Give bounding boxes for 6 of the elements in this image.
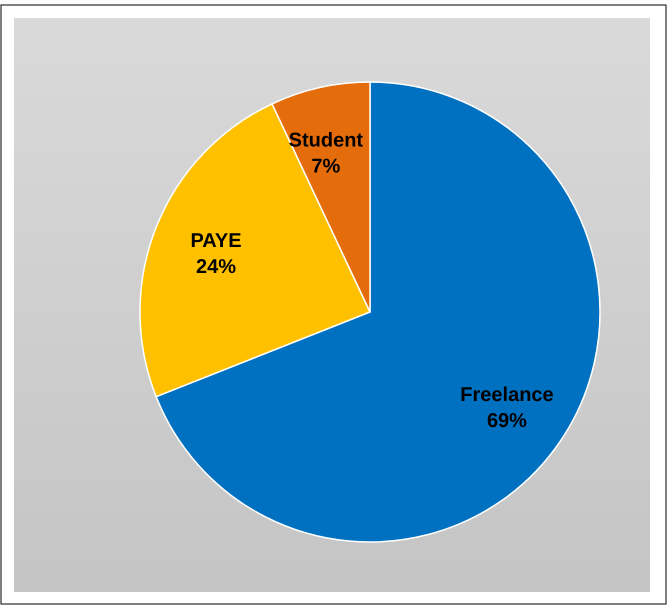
slice-label: Freelance bbox=[460, 384, 554, 406]
data-label: 69% bbox=[486, 410, 528, 432]
data-label: 24% bbox=[196, 256, 236, 278]
slice-label: Student bbox=[288, 129, 364, 152]
data-label: 7% bbox=[311, 155, 341, 178]
slice-label: PAYE bbox=[190, 230, 242, 252]
